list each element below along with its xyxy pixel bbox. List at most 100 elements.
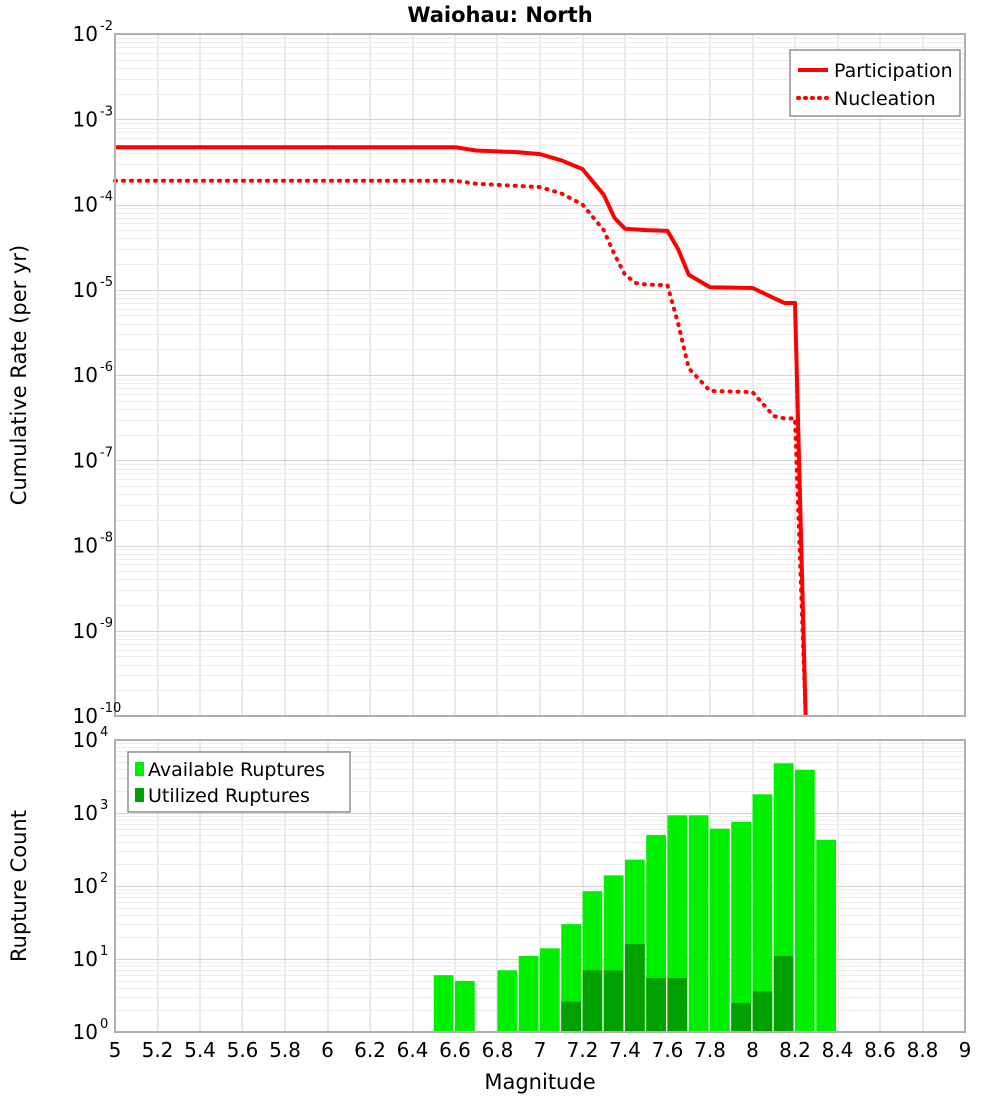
x-tick-label: 9: [959, 1038, 972, 1062]
bar-available: [498, 970, 518, 1032]
bar-available: [710, 829, 730, 1032]
tick-base: 10: [73, 107, 98, 131]
y-tick-bottom: 101: [73, 944, 109, 971]
tick-base: 10: [73, 947, 98, 971]
legend-label-nucleation: Nucleation: [834, 88, 936, 110]
x-axis-label: Magnitude: [484, 1070, 595, 1094]
x-tick-label: 5.2: [142, 1038, 174, 1062]
x-tick-label: 7: [534, 1038, 547, 1062]
bar-utilized: [583, 970, 603, 1032]
bar-available: [455, 981, 475, 1032]
tick-exponent: 4: [100, 725, 108, 740]
tick-base: 10: [73, 278, 98, 302]
x-tick-label: 5.4: [184, 1038, 216, 1062]
bar-available: [434, 975, 454, 1032]
tick-exponent: 1: [100, 944, 108, 959]
y-tick-bottom: 103: [73, 798, 109, 825]
x-tick-label: 8.8: [907, 1038, 939, 1062]
tick-exponent: -2: [100, 19, 113, 34]
x-tick-label: 7.8: [694, 1038, 726, 1062]
x-tick-label: 5.8: [269, 1038, 301, 1062]
y-tick-top: 10-7: [73, 445, 113, 472]
y-tick-top: 10-4: [73, 190, 113, 217]
x-tick-label: 5: [109, 1038, 122, 1062]
bar-available: [540, 948, 560, 1032]
bar-available: [816, 840, 836, 1032]
bottom-legend: Available Ruptures Utilized Ruptures: [128, 752, 350, 812]
bar-utilized: [668, 978, 688, 1032]
y-tick-top: 10-9: [73, 616, 113, 643]
rupture-count-chart: 100101102103104 55.25.45.65.866.26.46.66…: [7, 725, 971, 1094]
tick-base: 10: [73, 874, 98, 898]
x-tick-label: 5.6: [227, 1038, 259, 1062]
legend-label-available: Available Ruptures: [148, 759, 325, 781]
tick-exponent: -8: [100, 531, 113, 546]
bottom-x-tick-labels: 5 5.2 5.4 5.6 5.8 6 6.2 6.4 6.6 6.8 7 7.2 7.4 7.6 7.8 8…: [109, 1038, 972, 1062]
tick-base: 10: [73, 1020, 98, 1044]
x-tick-label: 6.4: [397, 1038, 429, 1062]
x-tick-label: 6.6: [439, 1038, 471, 1062]
page-title: Waiohau: North: [407, 3, 592, 27]
tick-exponent: -3: [100, 104, 113, 119]
y-tick-bottom: 102: [73, 871, 109, 898]
x-tick-label: 7.2: [567, 1038, 599, 1062]
x-tick-label: 6.8: [482, 1038, 514, 1062]
bar-utilized: [625, 944, 645, 1032]
legend-label-participation: Participation: [834, 60, 953, 82]
legend-swatch-available: [135, 762, 144, 776]
cumulative-rate-chart: 10-210-310-410-510-610-710-810-910-10 Cu…: [7, 19, 965, 728]
x-tick-label: 6: [321, 1038, 334, 1062]
legend-swatch-utilized: [135, 788, 144, 802]
top-legend: Participation Nucleation: [790, 50, 960, 116]
figure-root: Waiohau: North 10-210-310-410-510-610-71…: [0, 0, 1000, 1100]
top-y-tick-labels: 10-210-310-410-510-610-710-810-910-10: [73, 19, 122, 728]
tick-exponent: 0: [100, 1017, 108, 1032]
tick-exponent: -6: [100, 360, 113, 375]
bar-available: [519, 956, 539, 1032]
bar-utilized: [561, 1002, 581, 1032]
tick-base: 10: [73, 448, 98, 472]
tick-exponent: 3: [100, 798, 108, 813]
bar-utilized: [646, 978, 666, 1032]
tick-base: 10: [73, 22, 98, 46]
y-tick-bottom: 104: [73, 725, 109, 752]
bottom-y-axis-label: Rupture Count: [7, 810, 31, 962]
x-tick-label: 8.6: [864, 1038, 896, 1062]
tick-base: 10: [73, 619, 98, 643]
y-tick-top: 10-5: [73, 275, 113, 302]
top-gridlines: [115, 34, 965, 717]
x-tick-label: 7.6: [652, 1038, 684, 1062]
x-tick-label: 8.2: [779, 1038, 811, 1062]
tick-exponent: -4: [100, 190, 113, 205]
tick-base: 10: [73, 534, 98, 558]
x-tick-label: 7.4: [609, 1038, 641, 1062]
tick-exponent: -5: [100, 275, 113, 290]
tick-base: 10: [73, 728, 98, 752]
bar-available: [731, 822, 751, 1032]
tick-base: 10: [73, 704, 98, 728]
bottom-y-tick-labels: 100101102103104: [73, 725, 109, 1044]
y-tick-top: 10-6: [73, 360, 113, 387]
x-tick-label: 6.2: [354, 1038, 386, 1062]
tick-base: 10: [73, 801, 98, 825]
legend-label-utilized: Utilized Ruptures: [148, 785, 310, 807]
bar-available: [795, 770, 815, 1032]
bar-utilized: [774, 956, 794, 1032]
bar-utilized: [731, 1003, 751, 1032]
tick-base: 10: [73, 363, 98, 387]
x-tick-label: 8: [746, 1038, 759, 1062]
bar-available: [689, 815, 709, 1032]
bar-utilized: [604, 970, 624, 1032]
tick-base: 10: [73, 193, 98, 217]
y-tick-top: 10-2: [73, 19, 113, 46]
tick-exponent: 2: [100, 871, 108, 886]
x-tick-label: 8.4: [822, 1038, 854, 1062]
top-y-axis-label: Cumulative Rate (per yr): [7, 245, 31, 505]
y-tick-top: 10-3: [73, 104, 113, 131]
bar-utilized: [753, 991, 773, 1032]
tick-exponent: -9: [100, 616, 113, 631]
tick-exponent: -7: [100, 445, 113, 460]
y-tick-bottom: 100: [73, 1017, 109, 1044]
y-tick-top: 10-8: [73, 531, 113, 558]
y-tick-top: 10-10: [73, 701, 122, 728]
